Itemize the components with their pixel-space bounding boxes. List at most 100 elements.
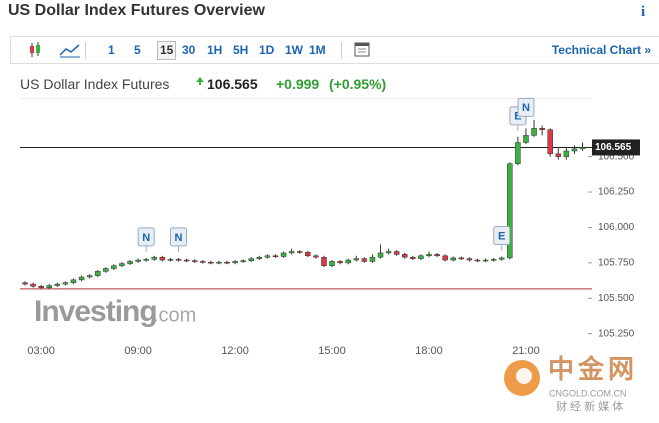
event-label: N (175, 232, 183, 244)
candle-body (183, 259, 190, 262)
event-marker (493, 225, 511, 245)
line-icon[interactable] (57, 37, 87, 63)
candle-body (38, 285, 44, 288)
interval-button[interactable]: 5 (134, 43, 141, 57)
candle-body (482, 259, 489, 262)
candle-body (143, 259, 149, 261)
candle-body (385, 251, 392, 254)
candle-body (119, 263, 125, 266)
y-tick-label: 105.500 (598, 293, 635, 304)
interval-button[interactable]: 1D (259, 43, 275, 57)
event-label: N (522, 102, 530, 114)
candle-body (410, 256, 416, 259)
candle-body (86, 275, 93, 278)
candle-body (191, 260, 198, 262)
y-tick-label: 105.750 (598, 258, 635, 269)
candle-body (46, 285, 52, 288)
candle-body (135, 259, 141, 262)
candle-body (507, 163, 513, 259)
technical-chart-link[interactable]: Technical Chart » (551, 43, 651, 57)
candle-body (70, 279, 77, 283)
up-arrow (196, 77, 204, 85)
interval-button[interactable]: 1H (207, 43, 223, 57)
candle-body (78, 276, 85, 281)
candle-body (563, 150, 570, 157)
candle-body (240, 260, 246, 262)
interval-button[interactable]: 1W (285, 43, 303, 57)
logo-name: 中金网 (548, 354, 638, 384)
candle-body (264, 255, 271, 258)
candle-body (523, 135, 529, 143)
candle-body (54, 283, 61, 286)
candle-body (216, 261, 222, 264)
candle-body (159, 256, 166, 261)
candle-body (458, 257, 465, 260)
candle-body (555, 153, 562, 157)
candle-body (232, 261, 238, 264)
candle-body (127, 261, 133, 264)
candle-body (296, 251, 303, 253)
candle-body (393, 251, 400, 255)
x-tick-label: 12:00 (221, 345, 249, 357)
instrument-name: US Dollar Index Futures (20, 76, 170, 92)
x-tick-label: 21:00 (512, 345, 540, 357)
watermark: Investing (34, 295, 157, 328)
interval-button[interactable]: 1 (108, 43, 115, 57)
interval-button[interactable]: 30 (182, 43, 196, 57)
interval-button[interactable]: 15 (157, 41, 177, 60)
toolbar: Technical Chart » 1 5 15 30 1H 5H 1D 1W 1M (10, 36, 659, 64)
x-tick-label: 18:00 (415, 345, 443, 357)
divider (85, 42, 86, 59)
logo-circle (504, 360, 540, 396)
price-tag (592, 139, 640, 156)
logo-inner (516, 368, 532, 384)
event-label: E (498, 230, 505, 242)
interval-button[interactable]: 1M (309, 43, 326, 57)
x-tick-label: 09:00 (124, 345, 152, 357)
candle-body (579, 147, 586, 150)
info-button[interactable]: i (641, 4, 646, 20)
candle-icon[interactable] (25, 37, 65, 63)
candle-body (288, 251, 295, 254)
calendar-icon[interactable] (353, 37, 373, 63)
x-tick-label: 03:00 (27, 345, 55, 357)
last-price: 106.565 (207, 76, 258, 92)
candle-body (442, 255, 448, 261)
candle-body (353, 258, 360, 261)
divider (341, 42, 342, 59)
interval-button[interactable]: 5H (233, 43, 249, 57)
y-tick-label: 105.250 (598, 328, 635, 339)
candle-body (539, 128, 545, 130)
candle-body (426, 254, 432, 257)
candle-body (498, 257, 505, 260)
candle-body (377, 252, 384, 258)
x-tick-label: 15:00 (318, 345, 346, 357)
event-marker (509, 106, 527, 126)
candle-body (62, 282, 69, 285)
candle-body (111, 265, 117, 269)
logo-slogan: 财 经 新 媒 体 (556, 399, 623, 413)
candle-body (22, 282, 28, 285)
candle-body (103, 268, 109, 272)
candle-body (402, 254, 408, 258)
candle-body (547, 129, 553, 155)
event-label: E (514, 111, 521, 123)
candle-body (531, 128, 537, 136)
y-tick-label: 106.000 (598, 222, 635, 233)
candle-body (167, 259, 174, 261)
price-change-pct: (+0.95%) (329, 76, 387, 92)
plot-top (20, 98, 592, 99)
candle-body (313, 255, 319, 258)
candle-body (256, 256, 263, 259)
candle-body (305, 251, 311, 257)
candle-body (369, 256, 376, 262)
candle-body (208, 261, 214, 264)
candle-body (248, 258, 254, 261)
candle-body (329, 261, 335, 266)
candle-body (490, 259, 497, 261)
candle-body (571, 148, 578, 152)
candle-body (515, 142, 521, 164)
logo-site: CNGOLD.COM.CN (549, 388, 627, 398)
event-marker (170, 227, 188, 247)
